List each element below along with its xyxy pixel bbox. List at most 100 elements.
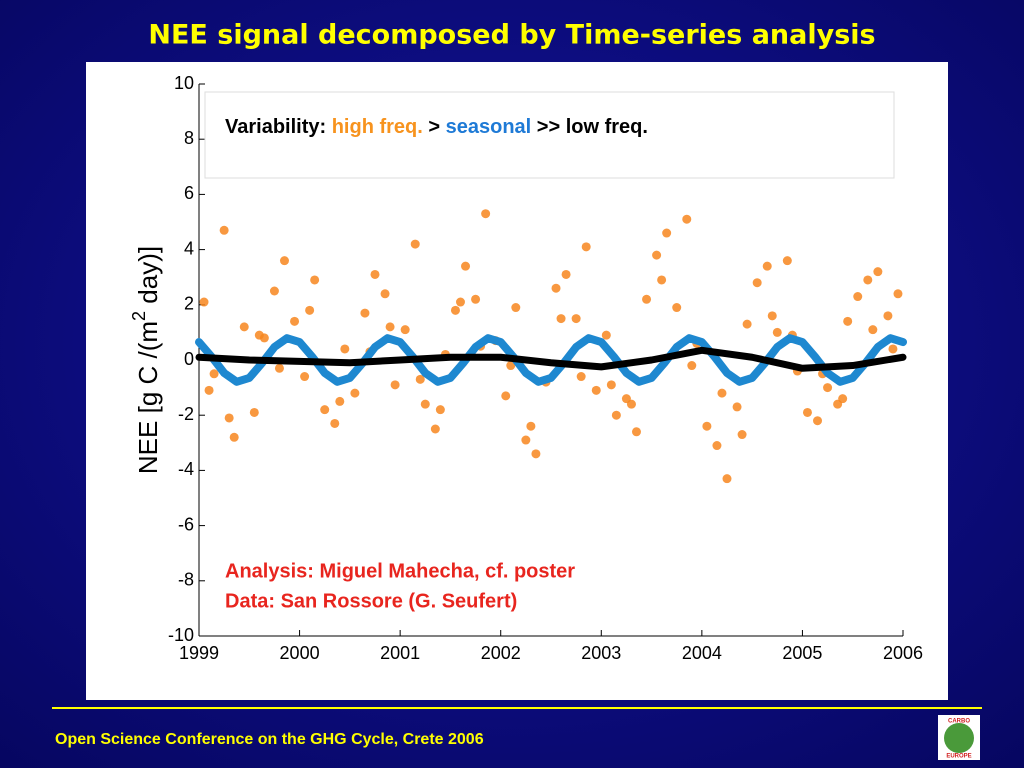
point bbox=[254, 330, 264, 340]
annotation: Variability: high freq. > seasonal >> lo… bbox=[225, 116, 648, 138]
point bbox=[310, 275, 320, 285]
point bbox=[551, 283, 561, 293]
point bbox=[350, 388, 360, 398]
point bbox=[360, 308, 370, 318]
annotation-part: >> low freq. bbox=[531, 116, 648, 138]
point bbox=[300, 372, 310, 382]
x-tick-label: 1999 bbox=[179, 643, 219, 663]
point bbox=[873, 267, 883, 277]
slide-title: NEE signal decomposed by Time-series ana… bbox=[148, 20, 875, 51]
point bbox=[576, 372, 586, 382]
point bbox=[556, 314, 566, 324]
point bbox=[430, 424, 440, 434]
point bbox=[853, 292, 863, 302]
point bbox=[722, 474, 732, 484]
y-tick-label: 6 bbox=[184, 183, 194, 203]
point bbox=[209, 369, 219, 379]
point bbox=[219, 225, 229, 235]
point bbox=[571, 314, 581, 324]
point bbox=[561, 269, 571, 279]
y-axis-label: NEE [g C /(m2 day)] bbox=[129, 246, 163, 474]
x-tick-label: 2005 bbox=[782, 643, 822, 663]
y-tick-label: -6 bbox=[178, 514, 194, 534]
point bbox=[435, 405, 445, 415]
point bbox=[883, 311, 893, 321]
y-tick-label: 10 bbox=[174, 73, 194, 93]
point bbox=[823, 383, 833, 393]
point bbox=[802, 407, 812, 417]
point bbox=[888, 344, 898, 354]
point bbox=[521, 435, 531, 445]
point bbox=[335, 396, 345, 406]
point bbox=[682, 214, 692, 224]
point bbox=[732, 402, 742, 412]
point bbox=[737, 430, 747, 440]
point bbox=[370, 269, 380, 279]
point bbox=[601, 330, 611, 340]
y-tick-label: -2 bbox=[178, 404, 194, 424]
plot: -10 -8 -6 -4 -2 0 2 4 6 8 10 1999 2000 2001 2002 2003 20… bbox=[129, 73, 923, 663]
point bbox=[712, 441, 722, 451]
x-tick-label: 2006 bbox=[883, 643, 923, 663]
point bbox=[330, 418, 340, 428]
point bbox=[611, 410, 621, 420]
point bbox=[415, 374, 425, 384]
x-tick-label: 2001 bbox=[380, 643, 420, 663]
point bbox=[239, 322, 249, 332]
point bbox=[531, 449, 541, 459]
point bbox=[290, 316, 300, 326]
point bbox=[511, 303, 521, 313]
x-tick-label: 2004 bbox=[682, 643, 722, 663]
point bbox=[461, 261, 471, 271]
annotation-part: high freq. bbox=[332, 116, 423, 138]
y-axis-label-part: NEE [g C /(m bbox=[133, 321, 163, 474]
point bbox=[642, 294, 652, 304]
point bbox=[249, 407, 259, 417]
y-tick-label: 8 bbox=[184, 128, 194, 148]
annotation-part: > bbox=[423, 116, 446, 138]
point bbox=[843, 316, 853, 326]
point bbox=[772, 327, 782, 337]
y-tick-label: 0 bbox=[184, 349, 194, 369]
y-axis-label-part: 2 bbox=[129, 311, 149, 321]
point bbox=[526, 421, 536, 431]
point bbox=[626, 399, 636, 409]
point bbox=[863, 275, 873, 285]
point bbox=[224, 413, 234, 423]
point bbox=[687, 361, 697, 371]
point bbox=[279, 256, 289, 266]
point bbox=[455, 297, 465, 307]
point bbox=[782, 256, 792, 266]
point bbox=[893, 289, 903, 299]
point bbox=[717, 388, 727, 398]
point bbox=[657, 275, 667, 285]
point bbox=[672, 303, 682, 313]
y-tick-label: -10 bbox=[168, 625, 194, 645]
point bbox=[742, 319, 752, 329]
point bbox=[204, 385, 214, 395]
point bbox=[385, 322, 395, 332]
point bbox=[269, 286, 279, 296]
note: Data: San Rossore (G. Seufert) bbox=[225, 590, 517, 612]
x-tick-label: 2002 bbox=[481, 643, 521, 663]
point bbox=[501, 391, 511, 401]
point bbox=[581, 242, 591, 252]
x-tick-label: 2003 bbox=[581, 643, 621, 663]
point bbox=[380, 289, 390, 299]
annotation-part: Variability: bbox=[225, 116, 332, 138]
y-tick-label: -8 bbox=[178, 570, 194, 590]
point bbox=[229, 432, 239, 442]
logo-text: CARBO bbox=[948, 719, 970, 725]
point bbox=[400, 325, 410, 335]
point bbox=[390, 380, 400, 390]
note: Analysis: Miguel Mahecha, cf. poster bbox=[225, 560, 575, 582]
logo-text: EUROPE bbox=[946, 754, 971, 760]
point bbox=[838, 394, 848, 404]
point bbox=[813, 416, 823, 426]
point bbox=[471, 294, 481, 304]
point bbox=[410, 239, 420, 249]
point bbox=[305, 305, 315, 315]
y-axis-label-part: day)] bbox=[133, 246, 163, 311]
line bbox=[195, 346, 907, 372]
